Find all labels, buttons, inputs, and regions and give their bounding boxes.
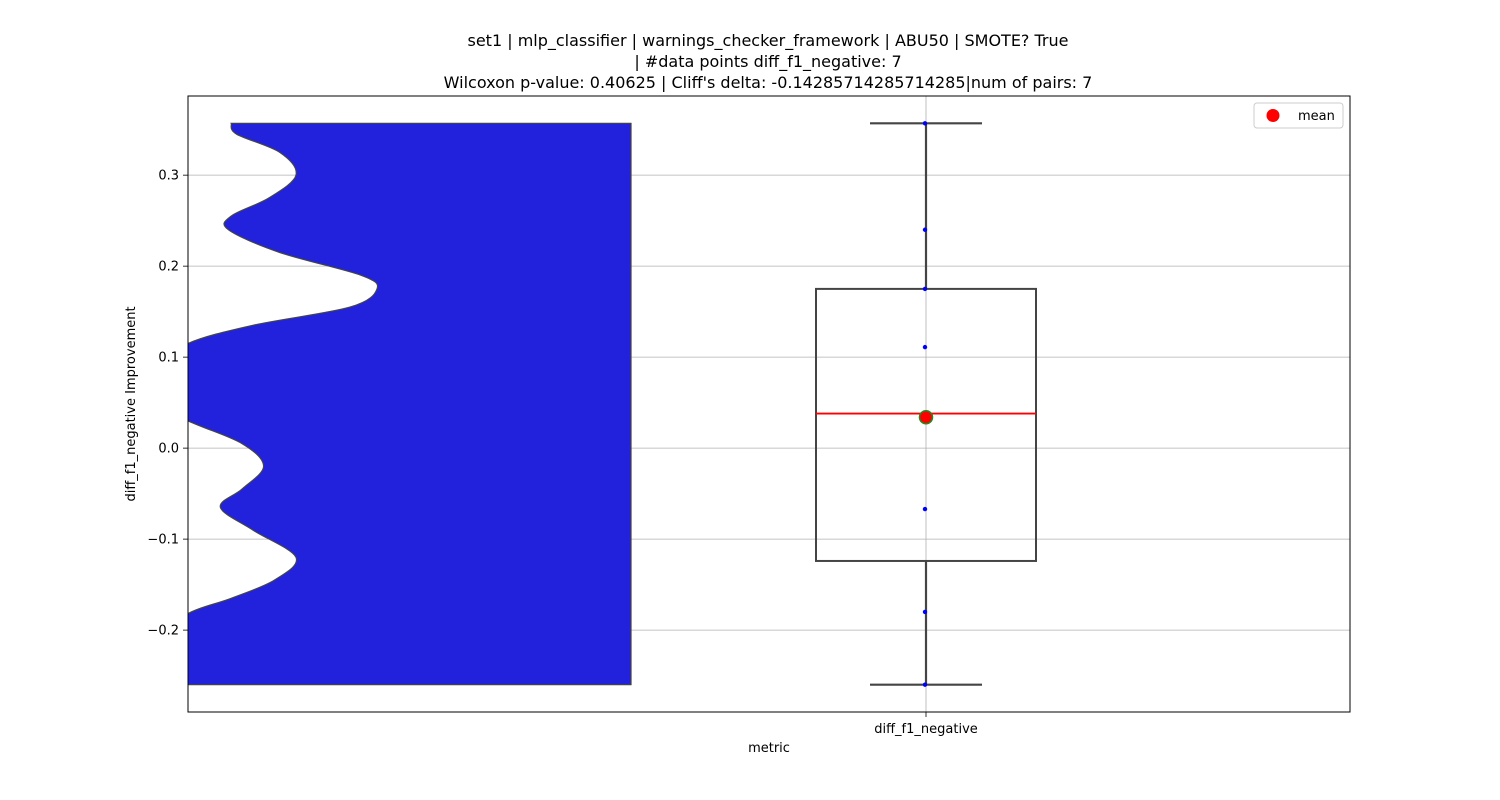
y-tick-label-3: 0.1 [158,351,179,366]
legend-mean-label: mean [1298,109,1335,124]
mean-marker [918,409,934,425]
y-tick-label-0: −0.2 [147,624,179,639]
legend: mean [1253,102,1344,129]
violin-body [188,122,632,686]
chart-title-line-3: Wilcoxon p-value: 0.40625 | Cliff's delt… [444,73,1093,92]
data-point-0 [922,121,928,126]
x-ticks: diff_f1_negative [874,712,978,737]
data-point-6 [922,682,928,687]
legend-mean-marker [1266,109,1280,122]
x-axis-label: metric [748,741,790,756]
legend-box [1253,102,1344,129]
plot-frame [187,95,1351,713]
y-tick-label-5: 0.3 [158,169,179,184]
chart-title-line-1: set1 | mlp_classifier | warnings_checker… [468,31,1069,51]
y-ticks: −0.2 −0.1 0.0 0.1 0.2 0.3 [147,169,188,639]
points-layer [918,121,934,687]
violin-layer [188,122,632,686]
y-tick-label-4: 0.2 [158,260,179,275]
data-point-4 [922,506,928,512]
data-point-5 [922,609,928,615]
data-point-1 [922,227,928,232]
y-axis-label: diff_f1_negative Improvement [124,306,139,501]
y-tick-label-1: −0.1 [147,533,179,548]
chart-title-line-2: | #data points diff_f1_negative: 7 [634,52,901,72]
y-tick-label-2: 0.0 [158,442,179,457]
box-layer [815,122,1037,686]
x-tick-label-0: diff_f1_negative [874,722,978,737]
data-point-2 [922,286,928,292]
data-point-3 [922,344,928,350]
